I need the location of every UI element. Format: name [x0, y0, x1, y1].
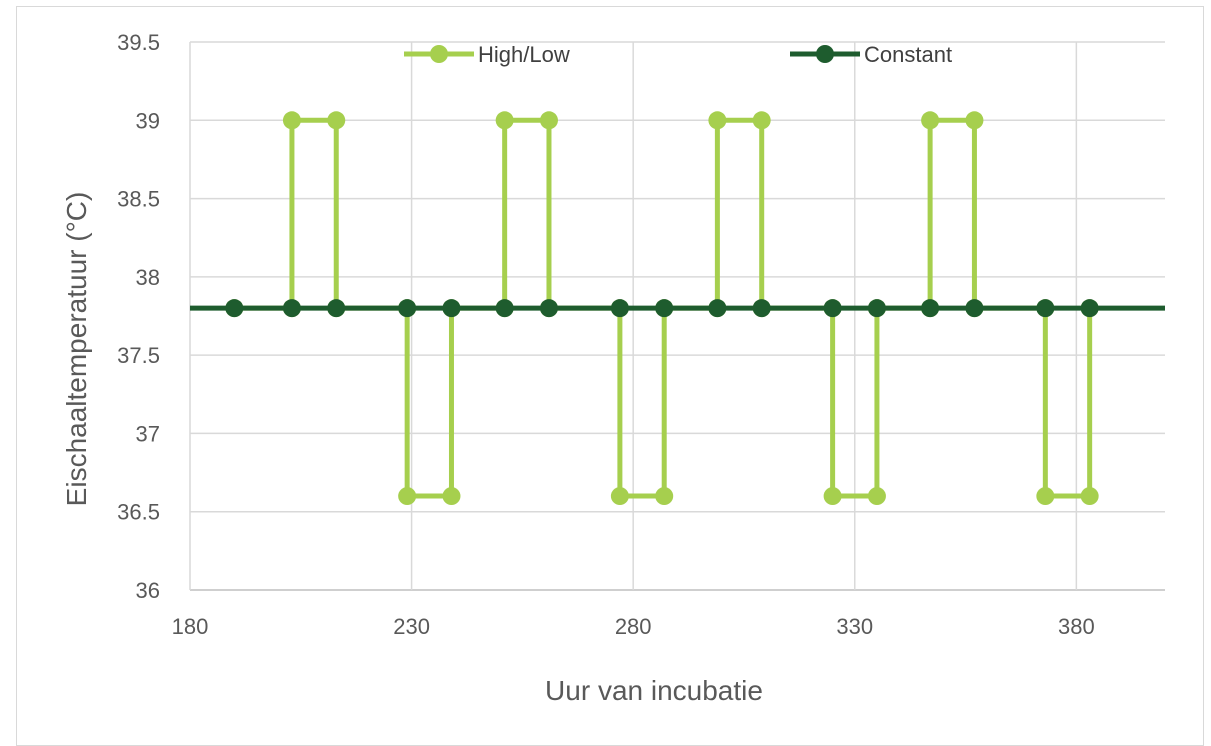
data-point-high-low — [398, 487, 417, 506]
data-point-high-low — [823, 487, 842, 506]
data-point-constant — [823, 299, 842, 318]
data-point-high-low — [752, 111, 771, 130]
data-point-constant — [752, 299, 771, 318]
legend-marker — [430, 45, 448, 63]
y-tick-label: 38 — [136, 265, 160, 290]
data-point-constant — [1080, 299, 1099, 318]
data-point-high-low — [1036, 487, 1055, 506]
data-point-constant — [965, 299, 984, 318]
y-tick-label: 39.5 — [117, 30, 160, 55]
data-point-constant — [867, 299, 886, 318]
x-axis-title: Uur van incubatie — [545, 675, 763, 706]
chart-frame — [16, 6, 1204, 746]
data-point-constant — [708, 299, 727, 318]
legend-marker — [816, 45, 834, 63]
data-point-high-low — [495, 111, 514, 130]
data-point-constant — [398, 299, 417, 318]
data-point-high-low — [867, 487, 886, 506]
y-axis-title: Eischaaltemperatuur (°C) — [61, 192, 92, 507]
data-point-constant — [495, 299, 514, 318]
legend-label: Constant — [864, 42, 952, 67]
x-tick-label: 330 — [836, 614, 873, 639]
data-point-constant — [539, 299, 558, 318]
y-tick-label: 39 — [136, 108, 160, 133]
data-point-constant — [1036, 299, 1055, 318]
data-point-constant — [327, 299, 346, 318]
data-point-high-low — [708, 111, 727, 130]
y-tick-label: 37.5 — [117, 343, 160, 368]
x-tick-label: 280 — [615, 614, 652, 639]
data-point-high-low — [442, 487, 461, 506]
x-tick-label: 380 — [1058, 614, 1095, 639]
x-tick-label: 180 — [172, 614, 209, 639]
data-point-high-low — [965, 111, 984, 130]
data-point-high-low — [610, 487, 629, 506]
y-tick-label: 36.5 — [117, 500, 160, 525]
data-point-high-low — [539, 111, 558, 130]
legend-label: High/Low — [478, 42, 570, 67]
data-point-constant — [610, 299, 629, 318]
y-tick-labels: 36 36.5 37 37.5 38 38.5 39 39.5 — [117, 30, 160, 603]
legend: High/Low Constant — [404, 42, 952, 67]
data-point-constant — [282, 299, 301, 318]
data-point-constant — [921, 299, 940, 318]
x-tick-labels: 180 230 280 330 380 — [172, 614, 1095, 639]
data-point-high-low — [655, 487, 674, 506]
data-point-high-low — [327, 111, 346, 130]
series-group — [190, 111, 1165, 506]
data-point-constant — [225, 299, 244, 318]
data-point-high-low — [282, 111, 301, 130]
y-tick-label: 36 — [136, 578, 160, 603]
y-tick-label: 38.5 — [117, 187, 160, 212]
data-point-high-low — [921, 111, 940, 130]
x-tick-label: 230 — [393, 614, 430, 639]
data-point-high-low — [1080, 487, 1099, 506]
y-tick-label: 37 — [136, 421, 160, 446]
data-point-constant — [442, 299, 461, 318]
data-point-constant — [655, 299, 674, 318]
